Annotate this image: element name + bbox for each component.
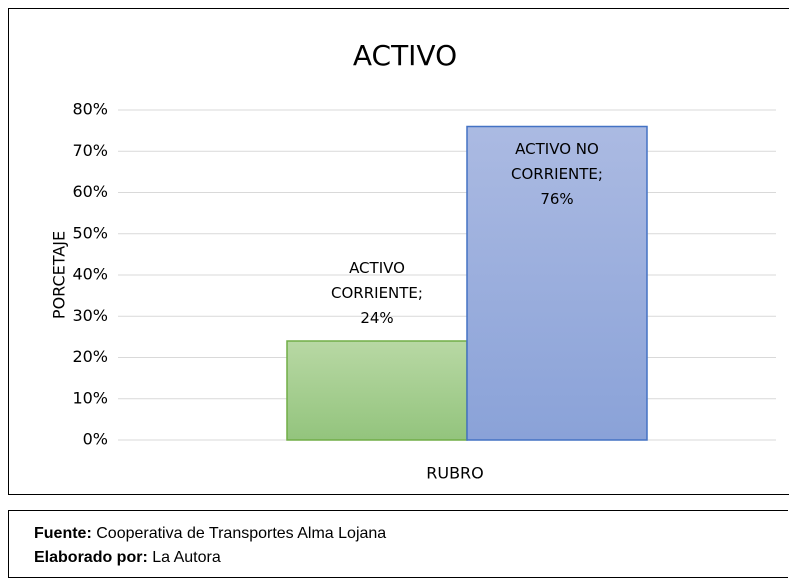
data-label: ACTIVO CORRIENTE; 24% (317, 256, 437, 331)
author: La Autora (152, 549, 221, 566)
y-tick-label: 10% (72, 388, 108, 407)
footer: Fuente: Cooperativa de Transportes Alma … (8, 510, 788, 578)
x-axis-label: RUBRO (426, 464, 484, 483)
y-tick-label: 70% (72, 141, 108, 160)
y-tick-label: 20% (72, 347, 108, 366)
author-label: Elaborado por: (34, 549, 148, 566)
y-tick-label: 50% (72, 223, 108, 242)
data-label-separator: ; (597, 164, 603, 183)
y-tick-label: 60% (72, 182, 108, 201)
data-label-separator: ; (417, 284, 423, 302)
data-label: ACTIVO NO CORRIENTE; 76% (497, 137, 617, 212)
source-label: Fuente: (34, 525, 92, 542)
data-label-series: ACTIVO NO CORRIENTE (511, 139, 599, 183)
data-label-value: 76% (540, 189, 574, 208)
data-label-series: ACTIVO CORRIENTE (331, 259, 418, 302)
bar (466, 125, 648, 441)
y-tick-label: 0% (83, 430, 108, 449)
chart-title: ACTIVO (353, 39, 457, 72)
data-label-value: 24% (360, 309, 394, 327)
bar (286, 340, 468, 441)
source-line: Fuente: Cooperativa de Transportes Alma … (34, 522, 788, 546)
y-tick-label: 40% (72, 265, 108, 284)
y-tick-label: 80% (72, 100, 108, 119)
y-tick-label: 30% (72, 306, 108, 325)
source: Cooperativa de Transportes Alma Lojana (96, 525, 387, 542)
chart: ACTIVO RUBRO PORCETAJE 0% 10% 20% 30% 40% 50%… (8, 8, 789, 495)
author-line: Elaborado por: La Autora (34, 546, 788, 570)
y-axis-label: PORCETAJE (50, 231, 69, 319)
